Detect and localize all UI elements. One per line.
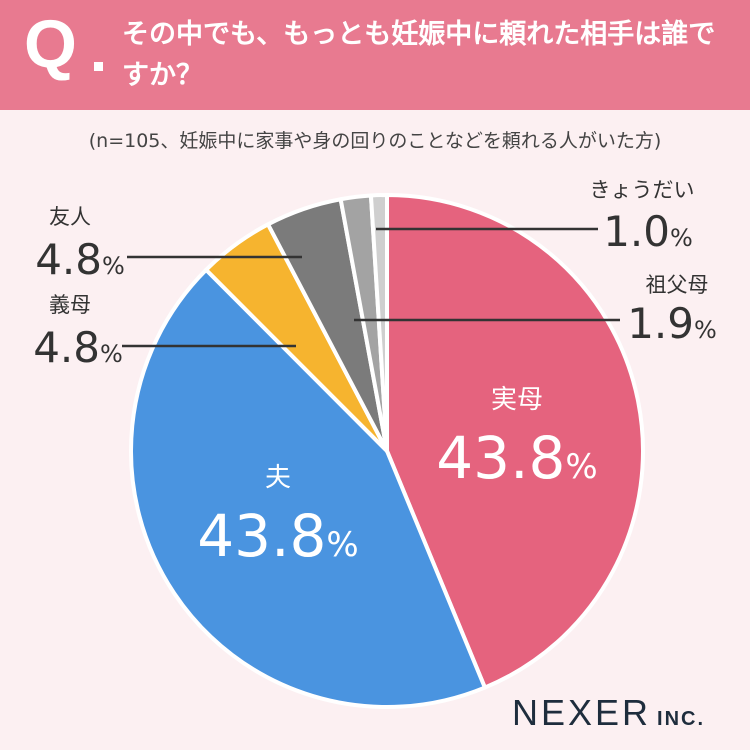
value-kyodai: 1.0%: [603, 207, 693, 256]
label-jitsubo: 実母: [491, 385, 543, 415]
value-gibo: 4.8%: [33, 323, 123, 372]
value-jitsubo: 43.8%: [436, 424, 597, 492]
q-mark-dot: [94, 62, 103, 71]
pie-slice-otto: [129, 267, 487, 709]
value-yujin: 4.8%: [35, 235, 125, 284]
label-sofubo: 祖父母: [646, 273, 709, 297]
value-otto: 43.8%: [197, 502, 358, 570]
label-kyodai: きょうだい: [590, 178, 695, 202]
label-gibo: 義母: [49, 293, 91, 317]
sample-note: (n=105、妊娠中に家事や身の回りのことなどを頼れる人がいた方): [88, 130, 662, 152]
logo-suffix: INC.: [657, 708, 706, 730]
question-header: Q その中でも、もっとも妊娠中に頼れた相手は誰ですか？: [0, 0, 750, 110]
nexer-logo: NEXER INC.: [512, 692, 705, 734]
pie-slice-kyodai: [368, 192, 389, 453]
logo-main: NEXER: [512, 692, 652, 733]
value-sofubo: 1.9%: [627, 299, 717, 348]
label-otto: 夫: [265, 463, 291, 493]
label-yujin: 友人: [49, 205, 91, 229]
question-text: その中でも、もっとも妊娠中に頼れた相手は誰ですか？: [122, 19, 716, 91]
q-mark: Q: [24, 6, 77, 82]
pie-slice-jitsubo: [385, 193, 645, 690]
